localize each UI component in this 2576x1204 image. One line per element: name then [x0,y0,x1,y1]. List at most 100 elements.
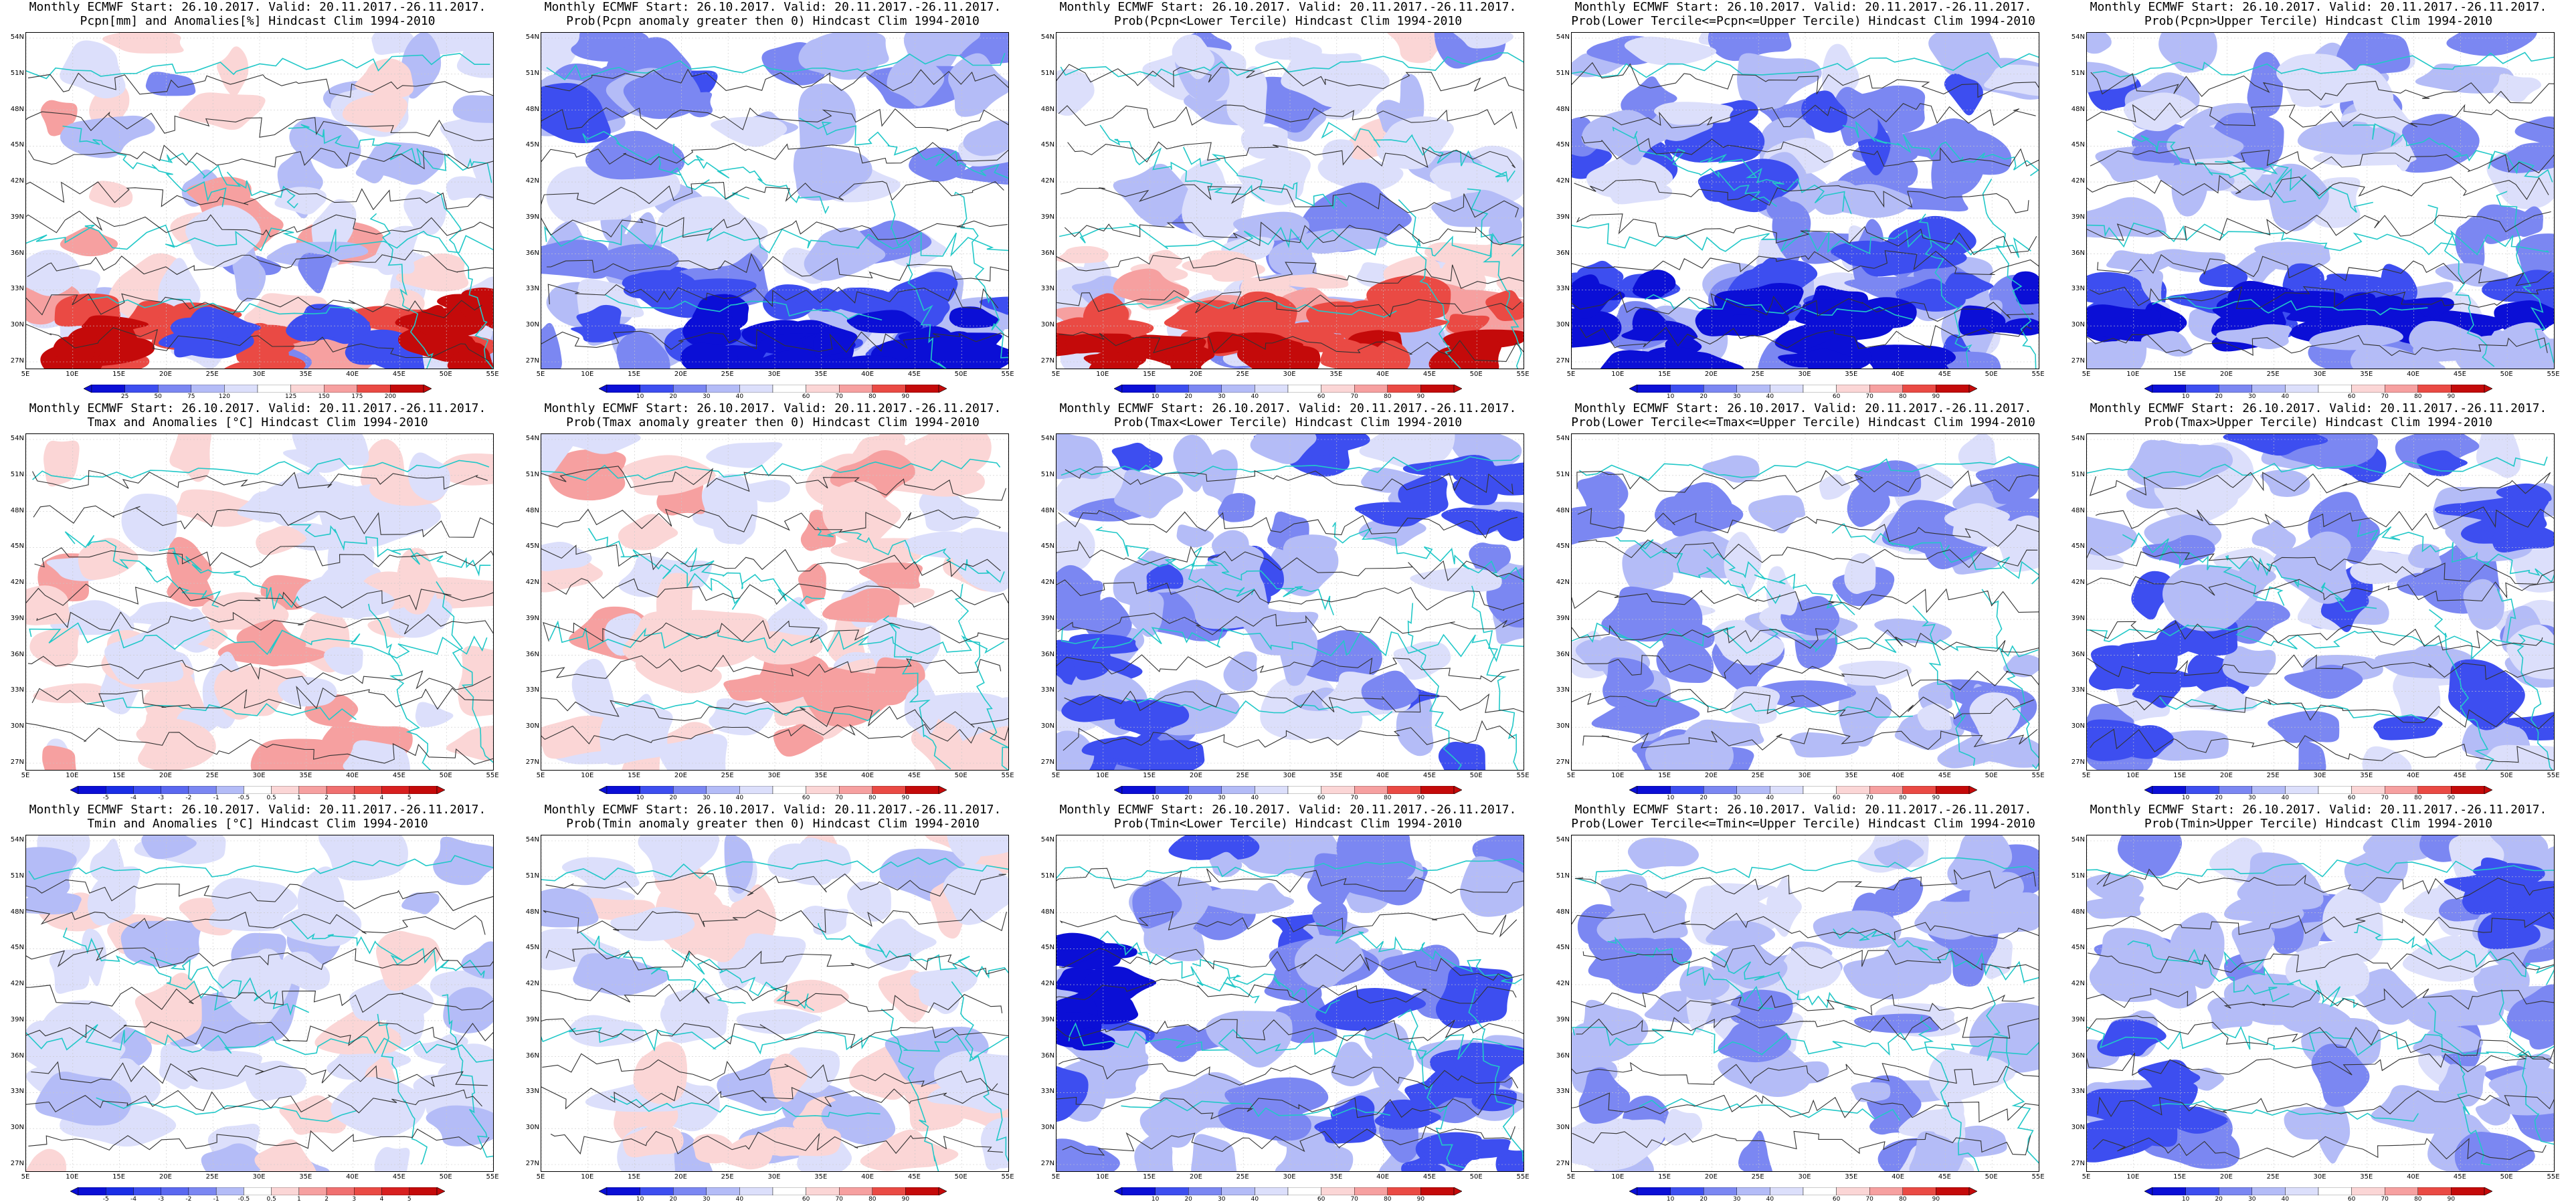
field-region [1914,129,2012,175]
field-region [742,480,790,502]
longitude-label: 5E [1566,1173,1576,1181]
colorbar-swatch [357,384,391,393]
longitude-label: 50E [1985,371,1998,378]
field-region [279,1095,347,1135]
longitude-label: 30E [2313,371,2326,378]
field-region [277,676,337,707]
contour-line [32,470,488,490]
colorbar-label: 25 [120,393,129,400]
longitude-label: 25E [1236,371,1249,378]
probability-region [1056,245,1109,264]
field-region [616,331,670,369]
field-region [2260,470,2310,497]
map-area [1056,32,1524,369]
longitude-label: 30E [1283,772,1296,779]
colorbar-swatch [905,384,939,393]
contour-line [541,142,1008,165]
field-region [633,1041,688,1104]
field-region [2413,1026,2484,1056]
field-region [1114,470,1184,518]
probability-region [2455,335,2537,369]
colorbar-label: 200 [384,393,396,400]
latitude-label: 51N [525,470,539,478]
longitude-label: 30E [1798,772,1811,779]
coastline [2215,160,2373,213]
contour-line [2095,506,2554,531]
field-region [546,166,632,224]
field-region [355,160,384,184]
field-region [2003,654,2039,678]
longitude-label: 10E [581,371,594,378]
contour-line [27,144,493,170]
latitude-label: 51N [525,69,539,77]
field-region [1111,442,1163,471]
contour-line [1056,868,1524,894]
field-region [2209,837,2263,883]
latitude-label: 36N [2071,249,2085,257]
longitude-label: 10E [1611,371,1625,378]
panel-subtitle: Prob(Tmax<Lower Tercile) Hindcast Clim 1… [1113,415,1463,429]
probability-region [682,314,741,347]
coastline [1912,605,1976,767]
colorbar-swatch [290,384,325,393]
colorbar-label: 10 [636,1196,644,1203]
longitude-label: 35E [299,371,312,378]
probability-region [1958,305,2006,336]
latitude-label: 48N [525,506,539,514]
colorbar-label: 40 [1766,393,1774,400]
forecast-panel: Monthly ECMWF Start: 26.10.2017. Valid: … [0,0,515,401]
colorbar-label: 20 [2215,795,2223,801]
latitude-label: 54N [10,435,24,442]
colorbar-label: 70 [1350,393,1358,400]
forecast-panel: Monthly ECMWF Start: 26.10.2017. Valid: … [1546,0,2061,401]
colorbar [1113,383,1463,393]
panel-subtitle: Prob(Lower Tercile<=Tmin<=Upper Tercile)… [1571,817,2035,831]
map-field [1572,835,2039,1171]
field-region [2274,531,2352,604]
field-region [1361,670,1419,710]
colorbar-label: 20 [1699,795,1708,801]
colorbar-swatch [390,384,424,393]
field-region [1275,1139,1354,1171]
field-region [821,1096,896,1145]
longitude-label: 45E [2453,1173,2466,1181]
colorbar-swatch [1770,785,1804,795]
map-field [2087,33,2554,369]
field-region [1202,449,1238,505]
colorbar [1629,383,1978,393]
panel-title: Monthly ECMWF Start: 26.10.2017. Valid: … [2090,401,2547,415]
field-region [2171,162,2208,217]
map-area [1056,433,1524,771]
colorbar-swatch [188,1187,217,1196]
coastline [159,547,300,609]
contour-line [1572,625,2039,653]
coastline [818,923,1008,979]
forecast-panel: Monthly ECMWF Start: 26.10.2017. Valid: … [1030,401,1546,803]
longitude-label: 30E [252,371,266,378]
coastline [1710,950,1857,1011]
contour-line [2087,912,2554,936]
probability-region [1429,338,1502,369]
field-region [610,906,695,941]
contour-line [541,328,1008,353]
field-region [541,888,599,928]
colorbar-swatch [772,785,806,795]
field-region [50,600,134,635]
contour-line [2087,1052,2554,1076]
colorbar-arrow [2484,785,2493,795]
contour-line [1061,184,1519,218]
field-region [104,630,184,685]
field-region [1146,564,1184,593]
field-region [1819,474,1851,500]
colorbar-swatch [839,384,873,393]
map-field [1056,33,1524,369]
longitude-label: 10E [66,1173,79,1181]
colorbar-swatch [1637,384,1671,393]
probability-region [2087,1088,2165,1126]
colorbar-swatch [2318,384,2352,393]
contour-line [2090,728,2554,763]
colorbar-label: 10 [2181,795,2190,801]
field-region [173,1056,248,1090]
field-region [1969,692,2021,744]
latitude-label: 42N [525,980,539,988]
